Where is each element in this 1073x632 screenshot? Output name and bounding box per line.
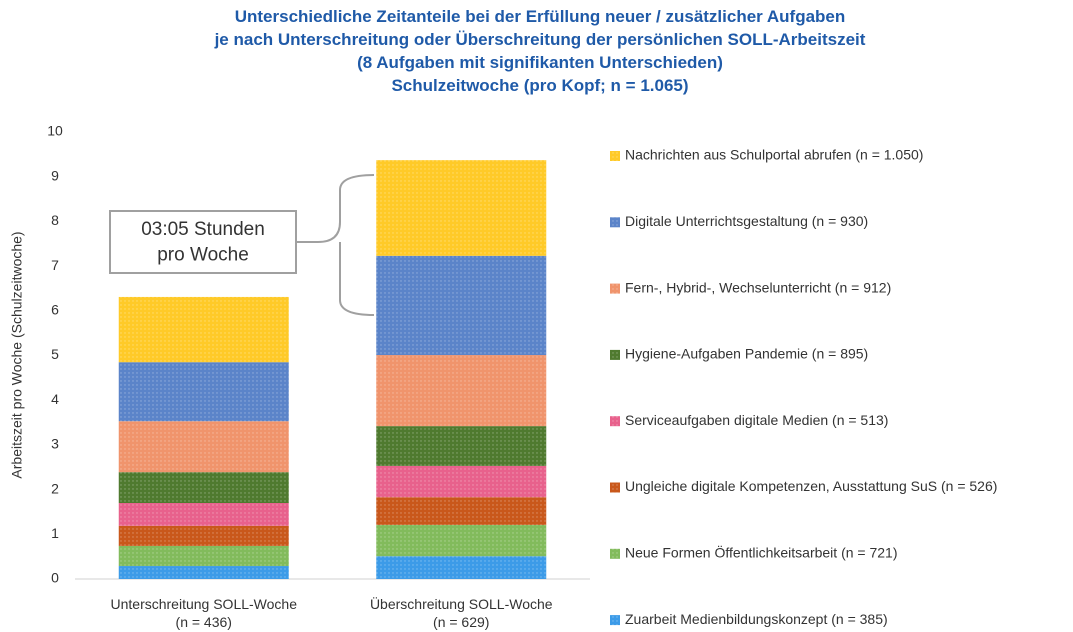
- bar-segment: [118, 472, 289, 504]
- legend-label: Digitale Unterrichtsgestaltung (n = 930): [625, 213, 868, 229]
- bar-segment: [118, 525, 289, 546]
- legend-label: Nachrichten aus Schulportal abrufen (n =…: [625, 147, 923, 163]
- legend-swatch: [610, 416, 620, 427]
- bar-segment: [118, 566, 289, 579]
- annotation: 03:05 Stunden pro Woche: [141, 219, 265, 266]
- y-tick-label: 10: [47, 123, 63, 139]
- annotation-group: 03:05 Stunden pro Woche: [109, 174, 375, 316]
- bar-segment: [376, 355, 547, 427]
- bar-segment: [118, 503, 289, 526]
- y-axis-label: Arbeitszeit pro Woche (Schulzeitwoche): [9, 231, 25, 478]
- bar-segment: [376, 524, 547, 557]
- legend-label: Zuarbeit Medienbildungskonzept (n = 385): [625, 611, 888, 627]
- legend-swatch: [610, 615, 620, 626]
- legend-swatch: [610, 548, 620, 559]
- bar-segment: [376, 465, 547, 498]
- legend-label: Fern-, Hybrid-, Wechselunterricht (n = 9…: [625, 279, 891, 295]
- legend-swatch: [610, 217, 620, 228]
- legend-label: Hygiene-Aufgaben Pandemie (n = 895): [625, 346, 868, 362]
- y-tick-label: 9: [51, 167, 59, 183]
- bar-segment: [118, 362, 289, 422]
- bar-segment: [376, 255, 547, 356]
- legend-swatch: [610, 482, 620, 493]
- bar-segment: [376, 556, 547, 579]
- y-tick-label: 1: [51, 525, 59, 541]
- bar-segment: [118, 296, 289, 363]
- y-tick-label: 3: [51, 436, 59, 452]
- bar-segment: [376, 497, 547, 525]
- x-tick-label: Unterschreitung SOLL-Woche (n = 436): [111, 596, 298, 630]
- chart-title: Unterschiedliche Zeitanteile bei der Erf…: [214, 7, 866, 95]
- y-tick-label: 5: [51, 346, 59, 362]
- legend-swatch: [610, 151, 620, 161]
- y-tick-label: 7: [51, 257, 59, 273]
- bar-segment: [118, 545, 289, 567]
- y-tick-label: 8: [51, 212, 59, 228]
- legend-label: Neue Formen Öffentlichkeitsarbeit (n = 7…: [625, 544, 898, 561]
- legend-swatch: [610, 349, 620, 360]
- legend-label: Serviceaufgaben digitale Medien (n = 513…: [625, 412, 888, 428]
- y-tick-label: 0: [51, 570, 59, 586]
- y-tick-label: 6: [51, 302, 59, 318]
- y-tick-label: 4: [51, 391, 59, 407]
- legend-label: Ungleiche digitale Kompetenzen, Ausstatt…: [625, 478, 997, 494]
- bar-segment: [376, 426, 547, 466]
- legend-swatch: [610, 283, 620, 294]
- bar-segment: [118, 421, 289, 473]
- annotation-bracket: [296, 174, 375, 316]
- y-tick-label: 2: [51, 480, 59, 496]
- bar-segment: [376, 160, 547, 256]
- x-tick-label: Überschreitung SOLL-Woche (n = 629): [370, 595, 553, 630]
